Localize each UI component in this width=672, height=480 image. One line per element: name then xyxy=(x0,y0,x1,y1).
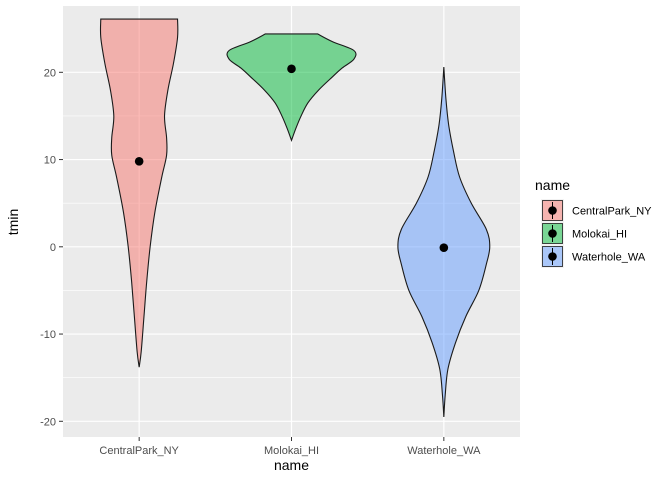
legend-label: Molokai_HI xyxy=(572,229,627,241)
legend: name CentralPark_NY Molokai_HI Waterhole_W… xyxy=(535,177,652,268)
y-tick-label: 0 xyxy=(50,242,56,254)
violin-CentralPark_NY xyxy=(99,18,179,368)
y-tick-label: 20 xyxy=(44,67,56,79)
x-tick-label: Waterhole_WA xyxy=(407,445,481,457)
x-tick-label: Molokai_HI xyxy=(264,445,319,457)
y-tick-label: 10 xyxy=(44,155,56,167)
legend-entry-Waterhole_WA: Waterhole_WA xyxy=(541,245,646,268)
median-points xyxy=(134,64,449,252)
median-point-Molokai_HI xyxy=(287,64,296,74)
violins xyxy=(99,18,491,417)
axis-ticks: -20 -10 0 10 20 CentralPark_NY Molokai_HI Water… xyxy=(40,67,481,457)
x-axis-title: name xyxy=(274,457,309,473)
legend-entry-CentralPark_NY: CentralPark_NY xyxy=(541,199,652,222)
legend-entry-Molokai_HI: Molokai_HI xyxy=(541,222,627,245)
x-tick-label: CentralPark_NY xyxy=(99,445,179,457)
y-axis-title: tmin xyxy=(5,209,21,235)
legend-label: Waterhole_WA xyxy=(572,252,646,264)
legend-title: name xyxy=(535,177,570,193)
legend-label: CentralPark_NY xyxy=(572,206,652,218)
median-point-CentralPark_NY xyxy=(134,156,144,166)
y-tick-label: -20 xyxy=(40,416,56,428)
legend-key-point xyxy=(548,252,557,261)
median-point-Waterhole_WA xyxy=(439,243,449,252)
legend-key-point xyxy=(548,206,557,215)
violin-Molokai_HI xyxy=(226,33,357,142)
legend-key-point xyxy=(548,229,557,238)
y-tick-label: -10 xyxy=(40,329,56,341)
violin-Waterhole_WA xyxy=(397,67,491,417)
legend-entries: CentralPark_NY Molokai_HI Waterhole_WA xyxy=(541,199,652,268)
